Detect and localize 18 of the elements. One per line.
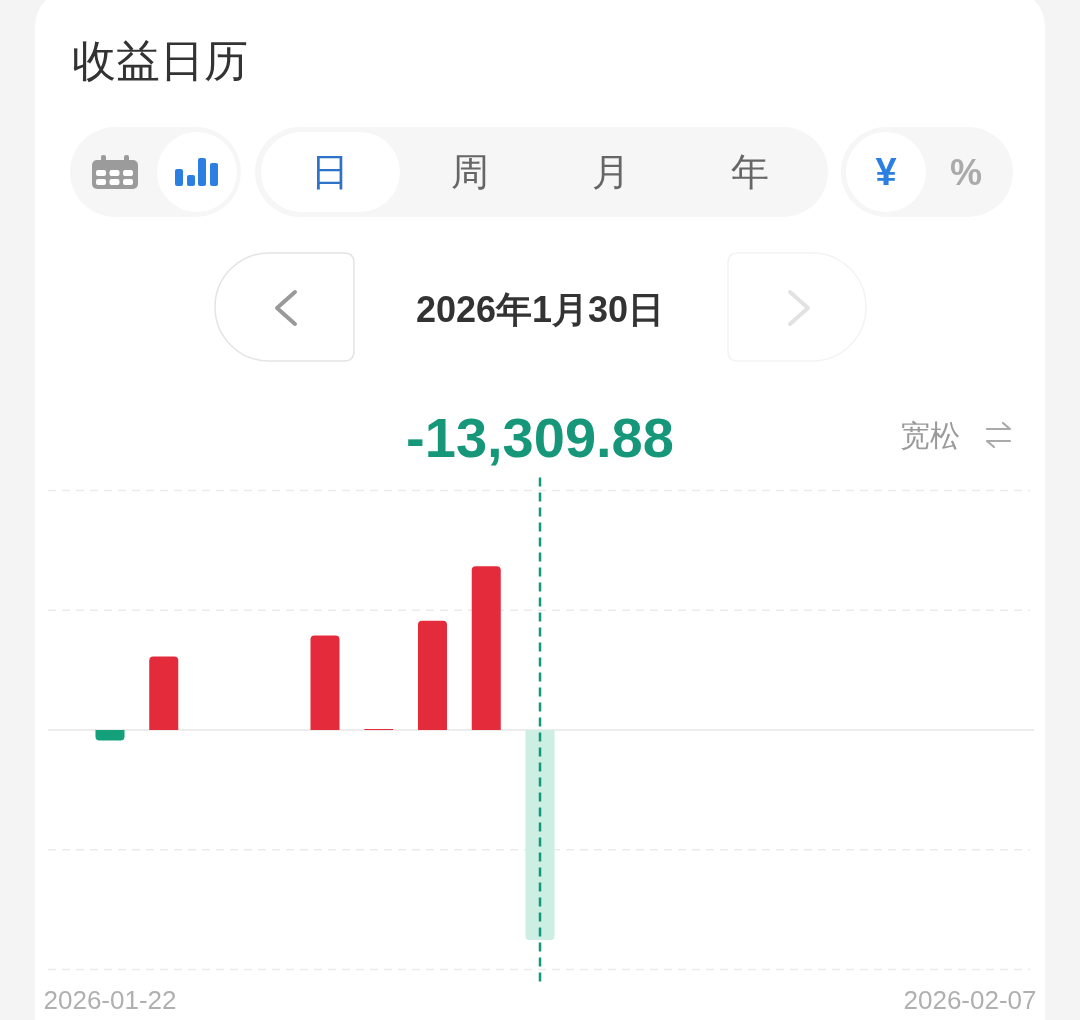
bar	[525, 730, 555, 941]
bar	[417, 620, 448, 730]
annotation: %	[950, 151, 982, 193]
annotation: 月	[592, 151, 630, 193]
bar	[471, 566, 501, 730]
annotation: 年	[731, 151, 769, 193]
annotation: 日	[311, 151, 349, 193]
x-tick-label: 2026-01-22	[43, 985, 177, 1015]
annotation: 周	[451, 151, 489, 193]
title: 收益日历	[72, 35, 248, 85]
bar	[310, 635, 340, 730]
ref-line-label: -13,309.88	[406, 405, 674, 469]
annotation: ¥	[875, 151, 897, 193]
annotation: 宽松	[900, 418, 960, 452]
bar	[149, 656, 179, 730]
subtitle: 2026年1月30日	[415, 288, 665, 330]
x-tick-label: 2026-02-07	[903, 985, 1037, 1015]
bar	[95, 730, 125, 741]
